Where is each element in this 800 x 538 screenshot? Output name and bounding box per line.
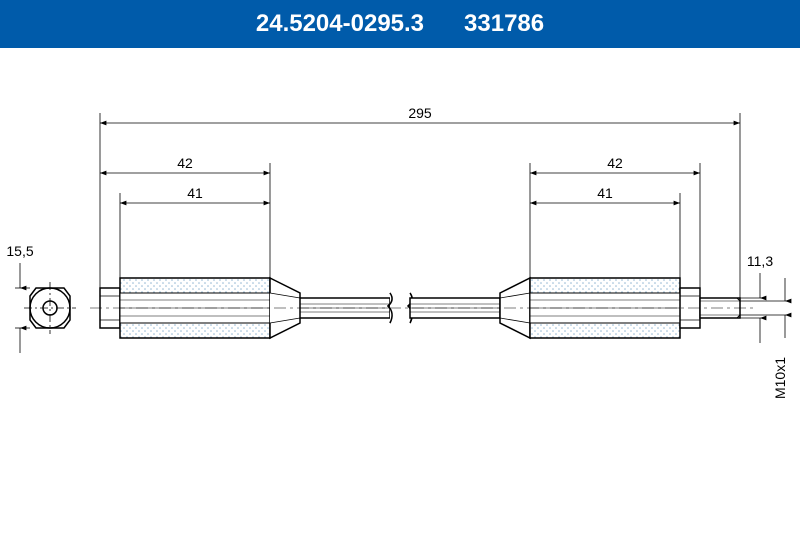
- header-bar: 24.5204-0295.3 331786: [0, 0, 800, 48]
- dim-left-inner: 41: [187, 185, 203, 201]
- dim-right-inner: 41: [597, 185, 613, 201]
- dimensions: 295 42 41 42 41: [6, 105, 790, 399]
- dim-left-dia: 15,5: [6, 243, 33, 259]
- part-number: 24.5204-0295.3: [256, 10, 424, 38]
- reference-number: 331786: [464, 10, 544, 38]
- dim-left-outer: 42: [177, 155, 193, 171]
- diagram-container: 24.5204-0295.3 331786: [0, 0, 800, 533]
- dim-thread: M10x1: [772, 357, 788, 399]
- dim-right-outer: 42: [607, 155, 623, 171]
- technical-drawing: 295 42 41 42 41: [0, 48, 800, 533]
- dim-right-dia: 11,3: [747, 253, 773, 269]
- side-view: [90, 278, 755, 338]
- dim-overall: 295: [408, 105, 432, 121]
- end-view-left: [24, 282, 76, 334]
